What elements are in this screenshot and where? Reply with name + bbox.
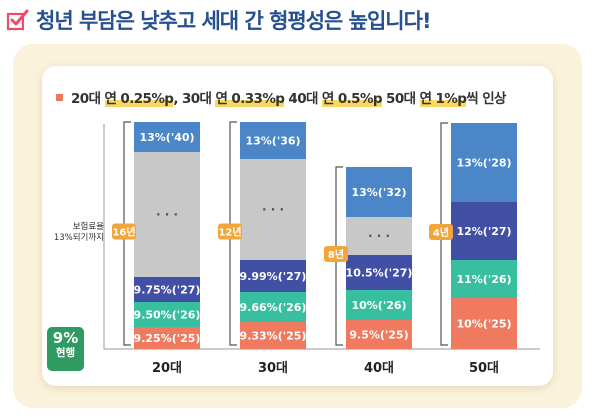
subtitle-highlight: 연 0.5%p bbox=[321, 91, 383, 107]
data-label: 13%('40) bbox=[139, 131, 194, 144]
data-label: 9.66%('26) bbox=[240, 301, 307, 314]
subtitle-highlight: 연 0.25%p bbox=[104, 91, 174, 107]
duration-label: 4년 bbox=[433, 226, 449, 239]
bar-segment bbox=[451, 202, 517, 260]
bar-segment bbox=[240, 292, 306, 322]
current-rate-label: 현행 bbox=[55, 347, 76, 360]
data-label: 9.99%('27) bbox=[240, 270, 307, 283]
data-label: 13%('28) bbox=[456, 157, 511, 170]
data-label: 9.5%('25) bbox=[349, 329, 408, 342]
chart-subtitle: 20대 연 0.25%p, 30대 연 0.33%p 40대 연 0.5%p 5… bbox=[56, 86, 506, 108]
subtitle-segment: 50대 bbox=[381, 91, 420, 107]
bar-segment bbox=[240, 260, 306, 292]
bar-segment bbox=[451, 298, 517, 349]
bar-segment bbox=[240, 322, 306, 349]
data-label: 10%('26) bbox=[351, 299, 406, 312]
bar-segment bbox=[346, 217, 412, 255]
data-label: 9.50%('26) bbox=[134, 309, 201, 322]
subtitle-segment: , 30대 bbox=[173, 91, 216, 107]
data-label: 13%('36) bbox=[245, 135, 300, 148]
category-label: 40대 bbox=[364, 361, 394, 376]
duration-label: 8년 bbox=[328, 248, 344, 261]
bar-segment bbox=[134, 277, 200, 302]
category-label: 50대 bbox=[469, 361, 499, 376]
duration-label: 16년 bbox=[112, 226, 135, 239]
current-rate-value: 9% bbox=[52, 329, 79, 347]
page-title: 청년 부담은 낮추고 세대 간 형평성은 높입니다! bbox=[36, 9, 432, 33]
side-label-line-2: 13%되기까지 bbox=[53, 233, 104, 244]
data-label: 13%('32) bbox=[351, 186, 406, 199]
data-label: 10.5%('27) bbox=[346, 267, 413, 280]
ellipsis-label: · · · bbox=[156, 208, 178, 222]
duration-label: 12년 bbox=[218, 226, 241, 239]
data-label: 9.75%('27) bbox=[134, 284, 201, 297]
bar-segment bbox=[134, 122, 200, 152]
bar-segment bbox=[346, 167, 412, 217]
bar-segment bbox=[134, 327, 200, 349]
bar-segment bbox=[451, 123, 517, 202]
bar-segment bbox=[451, 260, 517, 298]
bullet-icon bbox=[56, 93, 63, 101]
duration-badge bbox=[324, 246, 348, 262]
checkbox-check-icon bbox=[6, 9, 29, 31]
subtitle-segment: 40대 bbox=[284, 91, 322, 107]
ellipsis-label: · · · bbox=[368, 229, 390, 243]
data-label: 10%('25) bbox=[456, 318, 511, 331]
ellipsis-label: · · · bbox=[262, 203, 284, 217]
bar-segment bbox=[134, 152, 200, 277]
data-label: 11%('26) bbox=[456, 273, 511, 286]
bar-segment bbox=[134, 302, 200, 327]
headline: 청년 부담은 낮추고 세대 간 형평성은 높입니다! bbox=[6, 2, 432, 38]
category-label: 30대 bbox=[258, 361, 288, 376]
duration-badge bbox=[429, 224, 453, 240]
data-label: 12%('27) bbox=[456, 225, 511, 238]
category-label: 20대 bbox=[152, 361, 182, 376]
data-label: 9.33%('25) bbox=[240, 330, 307, 343]
duration-badge bbox=[112, 223, 136, 240]
bar-segment bbox=[346, 255, 412, 290]
subtitle-text: 20대 연 0.25%p, 30대 연 0.33%p 40대 연 0.5%p 5… bbox=[71, 87, 506, 107]
subtitle-segment: 씩 인상 bbox=[466, 91, 506, 107]
bar-segment bbox=[240, 122, 306, 159]
duration-badge bbox=[218, 223, 242, 240]
side-label: 보험료율 13%되기까지 bbox=[44, 222, 104, 245]
subtitle-highlight: 연 0.33%p bbox=[215, 91, 285, 107]
subtitle-segment: 20대 bbox=[71, 91, 105, 107]
bar-segment bbox=[240, 159, 306, 260]
current-rate-badge: 9% 현행 bbox=[47, 327, 84, 371]
side-label-line-1: 보험료율 bbox=[72, 222, 104, 232]
subtitle-highlight: 연 1%p bbox=[419, 91, 467, 107]
data-label: 9.25%('25) bbox=[134, 332, 201, 345]
bar-segment bbox=[346, 320, 412, 349]
bar-segment bbox=[346, 290, 412, 320]
